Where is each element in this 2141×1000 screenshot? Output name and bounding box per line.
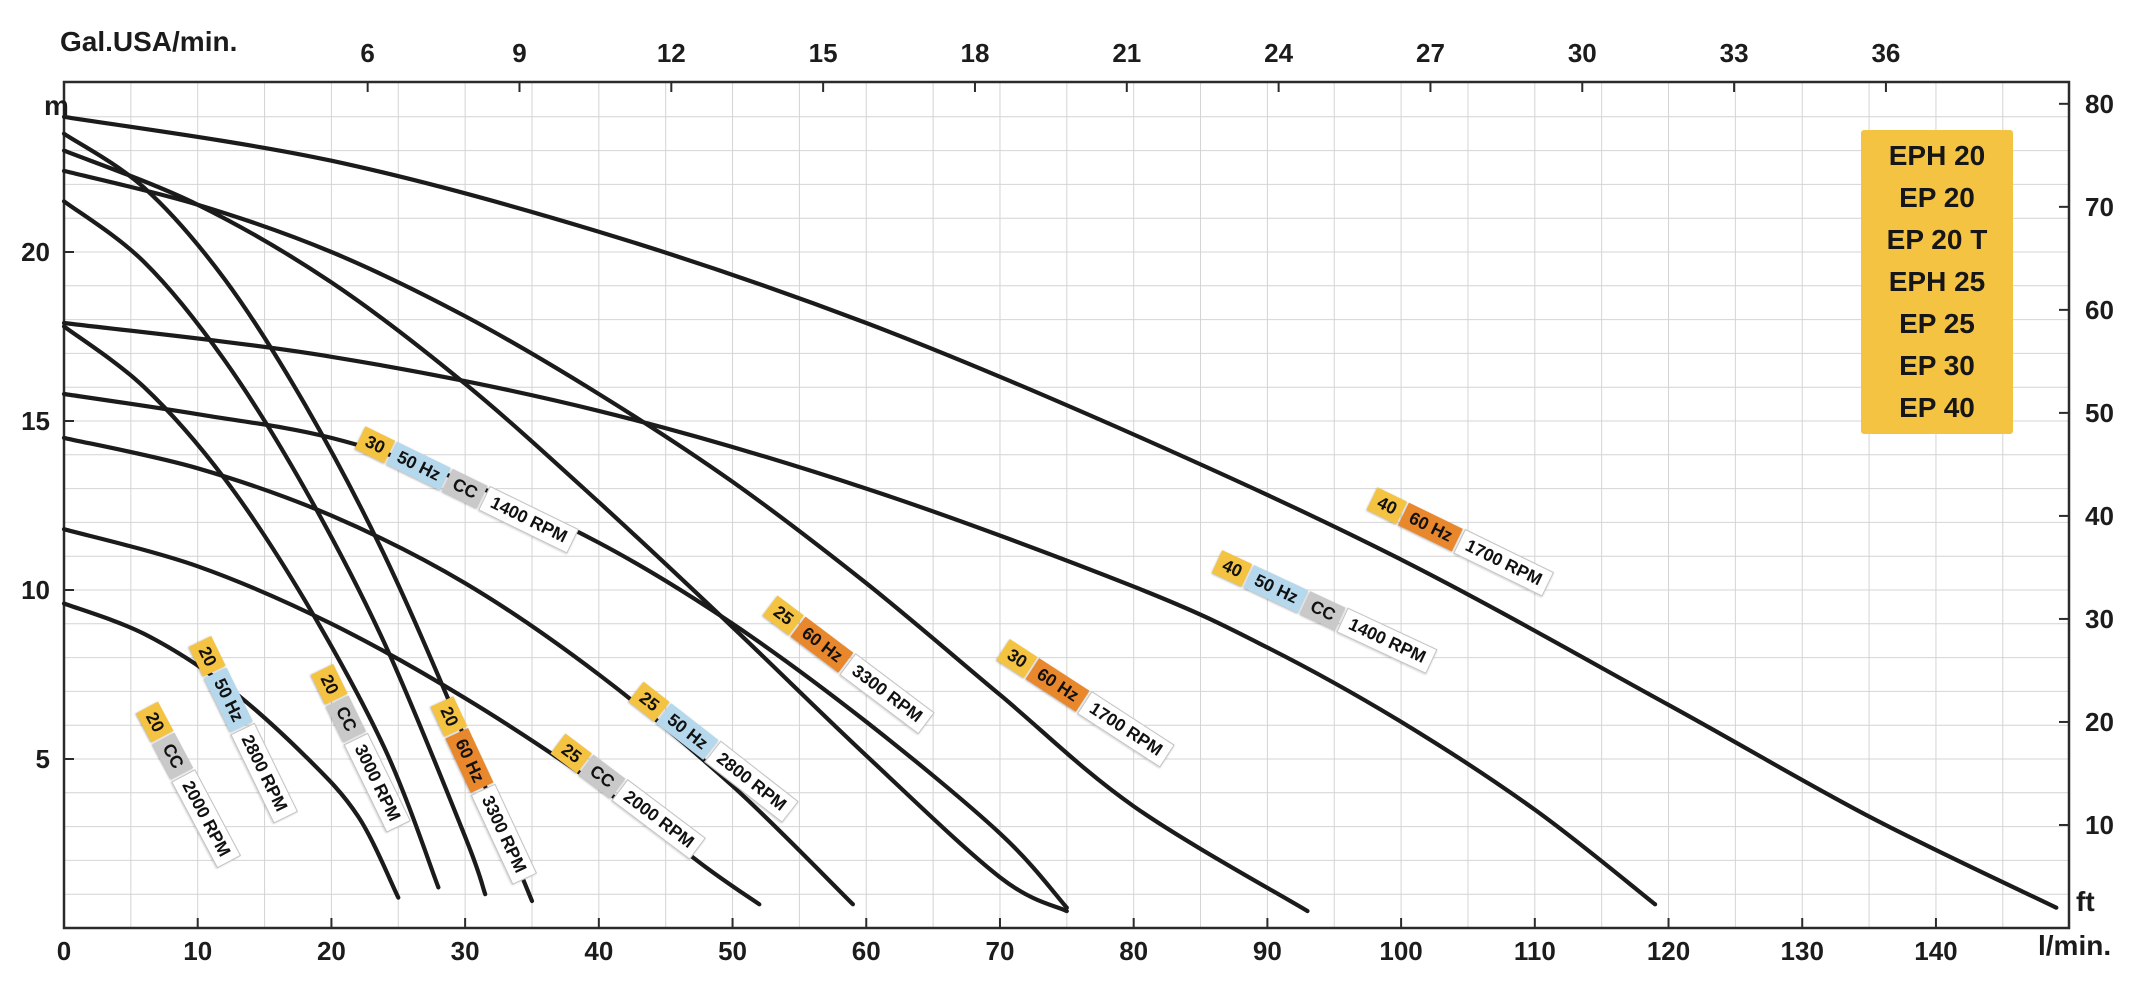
legend-item-ep-25: EP 25	[1899, 308, 1975, 339]
x2-tick-label: 18	[961, 38, 990, 68]
pump-curve-ep-30-60hz-1700-rpm	[61, 168, 1310, 914]
pump-curve-ep-20-cc-2000-rpm	[61, 601, 401, 900]
y2-tick-label: 60	[2085, 295, 2114, 325]
x2-tick-label: 27	[1416, 38, 1445, 68]
y-tick-label: 15	[21, 406, 50, 436]
axis-ticks	[63, 82, 2069, 928]
y2-tick-label: 10	[2085, 810, 2114, 840]
y2-tick-label: 30	[2085, 604, 2114, 634]
x2-tick-label: 15	[809, 38, 838, 68]
x-tick-label: 60	[852, 936, 881, 966]
legend-item-ep-20-t: EP 20 T	[1886, 224, 1988, 255]
x2-tick-label: 30	[1568, 38, 1597, 68]
legend-item-eph-20: EPH 20	[1888, 140, 1986, 171]
bottom-axis-unit-label: l/min.	[2038, 930, 2112, 961]
y-tick-label: 5	[36, 744, 50, 774]
x-tick-label: 90	[1253, 936, 1282, 966]
top-axis-unit-label: Gal.USA/min.	[60, 26, 238, 57]
x-tick-label: 140	[1914, 936, 1957, 966]
pump-curve-ep-20-50hz-2800-rpm	[61, 324, 441, 890]
right-axis-unit-label: ft	[2076, 886, 2095, 917]
x2-tick-label: 12	[657, 38, 686, 68]
x-tick-label: 10	[183, 936, 212, 966]
legend-box: EPH 20 EP 20 EP 20 T EPH 25 EP 25 EP 30 EP 40	[1861, 130, 2013, 434]
pump-curve-ep-40-50hz-cc-1400-rpm	[61, 320, 1658, 907]
x2-tick-label: 6	[360, 38, 374, 68]
pump-curves	[61, 114, 2059, 914]
y2-tick-label: 70	[2085, 192, 2114, 222]
x-tick-label: 110	[1514, 936, 1556, 966]
x2-tick-label: 21	[1112, 38, 1141, 68]
x-tick-label: 20	[317, 936, 346, 966]
x2-tick-label: 24	[1264, 38, 1293, 68]
x-tick-label: 130	[1781, 936, 1824, 966]
x2-tick-label: 9	[512, 38, 526, 68]
pump-curve-ep-25-60hz-3300-rpm	[61, 148, 1069, 914]
grid	[64, 82, 2069, 928]
y2-tick-label: 80	[2085, 89, 2114, 119]
x-tick-label: 0	[57, 936, 71, 966]
y-tick-label: 20	[21, 237, 50, 267]
y2-tick-label: 50	[2085, 398, 2114, 428]
pump-curve-ep-20-cc-3000-rpm	[61, 199, 488, 897]
x-tick-label: 70	[986, 936, 1015, 966]
x-tick-label: 50	[718, 936, 747, 966]
y2-tick-label: 40	[2085, 501, 2114, 531]
plot-frame	[62, 80, 2071, 930]
x2-tick-label: 36	[1871, 38, 1900, 68]
x-tick-label: 40	[584, 936, 613, 966]
pump-curve-ep-30-50hz-cc-1400-rpm	[61, 391, 1069, 910]
pump-curve-ep-25-50hz-2800-rpm	[61, 435, 855, 907]
x-tick-label: 100	[1379, 936, 1422, 966]
x-tick-label: 80	[1119, 936, 1148, 966]
legend-item-ep-40: EP 40	[1899, 392, 1975, 423]
y-tick-label: 10	[21, 575, 50, 605]
legend-item-eph-25: EPH 25	[1888, 266, 1986, 297]
axis-tick-labels: 0 10 20 30 40 50 60 70 80 90 100 110 120 130 140 6 9 12 15…	[21, 38, 2114, 966]
legend-item-ep-30: EP 30	[1899, 350, 1975, 381]
pump-curve-ep-20-60hz-3300-rpm	[61, 131, 535, 904]
pump-curve-ep-40-60hz-1700-rpm	[61, 114, 2059, 910]
x2-tick-label: 33	[1720, 38, 1749, 68]
left-axis-unit-label: m	[44, 90, 69, 121]
y2-tick-label: 20	[2085, 707, 2114, 737]
x-tick-label: 30	[451, 936, 480, 966]
x-tick-label: 120	[1647, 936, 1690, 966]
legend-item-ep-20: EP 20	[1899, 182, 1975, 213]
